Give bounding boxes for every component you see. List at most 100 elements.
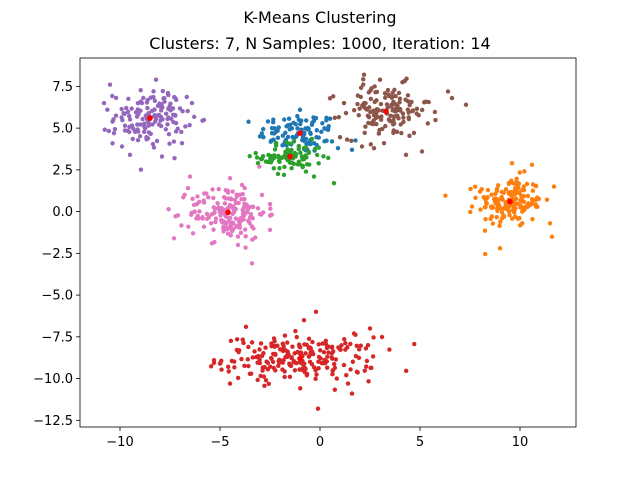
data-point-cluster-4 [243,324,249,330]
data-point-cluster-7 [242,185,247,191]
data-point-cluster-6 [366,114,372,120]
data-point-cluster-2 [499,216,505,221]
data-point-cluster-6 [376,108,382,113]
data-point-cluster-2 [497,223,502,229]
data-point-cluster-5 [136,111,141,117]
data-point-cluster-4 [343,341,348,346]
axes-frame [79,57,577,428]
points-layer [101,72,557,411]
x-tick-label: −5 [210,435,229,450]
data-point-cluster-7 [179,223,184,228]
data-point-cluster-6 [368,96,374,102]
data-point-cluster-7 [208,220,214,226]
x-tick-label: 0 [316,435,324,450]
data-point-cluster-1 [280,143,285,148]
data-point-cluster-1 [295,113,300,119]
data-point-cluster-4 [345,345,350,350]
data-point-cluster-2 [501,206,507,211]
data-point-cluster-1 [265,119,271,124]
data-point-cluster-6 [397,96,403,101]
chart-subtitle: Clusters: 7, N Samples: 1000, Iteration:… [149,34,491,53]
data-point-cluster-4 [219,358,224,364]
data-point-cluster-3 [302,154,308,159]
data-point-cluster-1 [326,127,331,132]
data-point-cluster-3 [331,181,337,186]
data-point-cluster-6 [392,87,397,93]
data-point-cluster-3 [312,146,318,152]
data-point-cluster-6 [406,115,411,120]
data-point-cluster-5 [148,131,153,137]
data-point-cluster-7 [247,221,252,226]
data-point-cluster-6 [449,95,455,101]
data-point-cluster-2 [498,219,503,225]
data-point-cluster-6 [389,94,395,100]
data-point-cluster-5 [110,141,115,146]
data-point-cluster-2 [509,216,515,221]
data-point-cluster-5 [140,116,145,122]
data-point-cluster-3 [277,166,282,171]
data-point-cluster-1 [297,107,303,112]
data-point-cluster-6 [349,138,354,144]
data-point-cluster-3 [296,147,301,152]
data-point-cluster-5 [171,94,177,100]
data-point-cluster-1 [286,116,292,121]
data-point-cluster-6 [398,122,403,127]
data-point-cluster-4 [227,381,233,386]
data-point-cluster-2 [468,186,473,192]
data-point-cluster-1 [335,145,341,151]
data-point-cluster-2 [489,214,495,219]
data-point-cluster-7 [200,216,205,221]
data-point-cluster-5 [165,122,170,127]
data-point-cluster-7 [211,195,216,201]
data-point-cluster-4 [280,367,285,372]
data-point-cluster-5 [125,109,131,114]
data-point-cluster-5 [158,123,164,129]
data-point-cluster-6 [369,121,374,126]
data-point-cluster-6 [386,92,391,97]
data-point-cluster-7 [223,187,228,193]
data-point-cluster-2 [517,215,522,221]
data-point-cluster-6 [409,99,414,105]
data-point-cluster-4 [313,368,318,373]
data-point-cluster-2 [512,210,517,215]
data-point-cluster-4 [326,350,331,355]
data-point-cluster-5 [171,139,177,144]
data-point-cluster-7 [268,206,273,211]
data-point-cluster-1 [304,118,309,123]
data-point-cluster-3 [289,165,294,171]
data-point-cluster-5 [180,109,185,114]
data-point-cluster-1 [271,117,276,122]
data-point-cluster-2 [522,169,527,174]
data-point-cluster-1 [309,122,315,127]
data-point-cluster-6 [327,96,333,101]
data-point-cluster-6 [381,140,387,146]
data-point-cluster-7 [215,200,220,206]
data-point-cluster-4 [344,372,349,378]
data-point-cluster-4 [276,363,281,369]
data-point-cluster-5 [119,106,124,112]
data-point-cluster-6 [377,127,382,133]
data-point-cluster-7 [233,206,238,212]
data-point-cluster-2 [483,251,488,257]
data-point-cluster-2 [483,204,488,210]
data-point-cluster-2 [514,176,519,182]
data-point-cluster-6 [396,116,401,121]
data-point-cluster-3 [303,145,308,150]
data-point-cluster-6 [356,112,361,118]
data-point-cluster-3 [247,154,252,159]
data-point-cluster-5 [151,89,156,94]
y-tick-label: −2.5 [41,247,73,262]
data-point-cluster-6 [359,144,365,149]
data-point-cluster-3 [300,157,305,162]
data-point-cluster-6 [384,102,390,107]
data-point-cluster-5 [150,122,155,127]
data-point-cluster-5 [138,87,143,93]
data-point-cluster-2 [530,217,535,222]
data-point-cluster-7 [213,219,218,225]
data-point-cluster-4 [301,317,307,323]
data-point-cluster-5 [122,128,128,133]
data-point-cluster-4 [265,367,271,372]
data-point-cluster-6 [361,77,366,82]
data-point-cluster-4 [285,340,290,345]
data-point-cluster-4 [403,368,409,374]
